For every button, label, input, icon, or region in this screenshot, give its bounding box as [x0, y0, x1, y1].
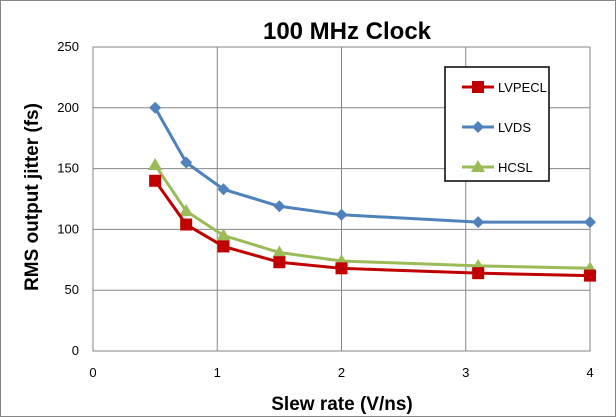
- legend-label-lvds: LVDS: [498, 120, 531, 135]
- x-tick-label: 0: [89, 365, 96, 380]
- data-point-lvpecl: [180, 218, 193, 231]
- data-point-lvds: [217, 183, 230, 196]
- data-point-lvpecl: [217, 240, 230, 253]
- x-tick-label: 1: [214, 365, 221, 380]
- data-point-lvpecl: [149, 174, 162, 187]
- y-axis-title: RMS output jitter (fs): [22, 103, 43, 291]
- data-point-lvpecl: [273, 256, 286, 269]
- y-tick-label: 0: [72, 343, 79, 358]
- y-tick-label: 250: [57, 39, 79, 54]
- data-point-lvds: [472, 216, 485, 229]
- legend-label-hcsl: HCSL: [498, 160, 533, 175]
- x-tick-label: 2: [338, 365, 345, 380]
- data-point-lvds: [149, 101, 162, 114]
- legend-marker-lvpecl: [472, 81, 484, 93]
- y-tick-label: 200: [57, 100, 79, 115]
- series-lvpecl: [149, 174, 596, 282]
- y-tick-label: 150: [57, 161, 79, 176]
- data-point-lvds: [335, 208, 348, 221]
- series-layer: [148, 101, 597, 282]
- data-point-lvds: [273, 200, 286, 213]
- chart-title: 100 MHz Clock: [263, 18, 432, 45]
- data-point-lvpecl: [335, 262, 348, 275]
- tick-label-layer: 0 50 100 150 200 250 0 1 2 3 4: [57, 39, 593, 380]
- legend-item-lvds: LVDS: [462, 120, 531, 135]
- y-tick-label: 100: [57, 221, 79, 236]
- legend-items: LVPECL LVDS HCSL: [462, 80, 547, 175]
- legend-item-hcsl: HCSL: [462, 160, 533, 175]
- data-point-hcsl: [179, 204, 194, 217]
- data-point-lvpecl: [584, 269, 596, 282]
- x-tick-label: 4: [586, 365, 593, 380]
- plot-frame: [92, 46, 591, 352]
- data-point-lvds: [180, 156, 193, 169]
- data-point-lvpecl: [472, 267, 485, 280]
- legend-marker-hcsl: [471, 160, 485, 172]
- data-point-lvds: [584, 216, 596, 229]
- data-point-hcsl: [272, 245, 287, 258]
- data-point-hcsl: [148, 157, 163, 170]
- x-axis-title: Slew rate (V/ns): [271, 394, 413, 415]
- legend-marker-lvds: [472, 121, 484, 133]
- legend-item-lvpecl: LVPECL: [462, 80, 547, 95]
- series-lvds: [149, 101, 596, 229]
- x-tick-label: 3: [462, 365, 469, 380]
- legend-label-lvpecl: LVPECL: [498, 80, 547, 95]
- data-point-hcsl: [216, 228, 231, 241]
- legend: LVPECL LVDS HCSL: [444, 66, 550, 182]
- y-tick-label: 50: [65, 282, 79, 297]
